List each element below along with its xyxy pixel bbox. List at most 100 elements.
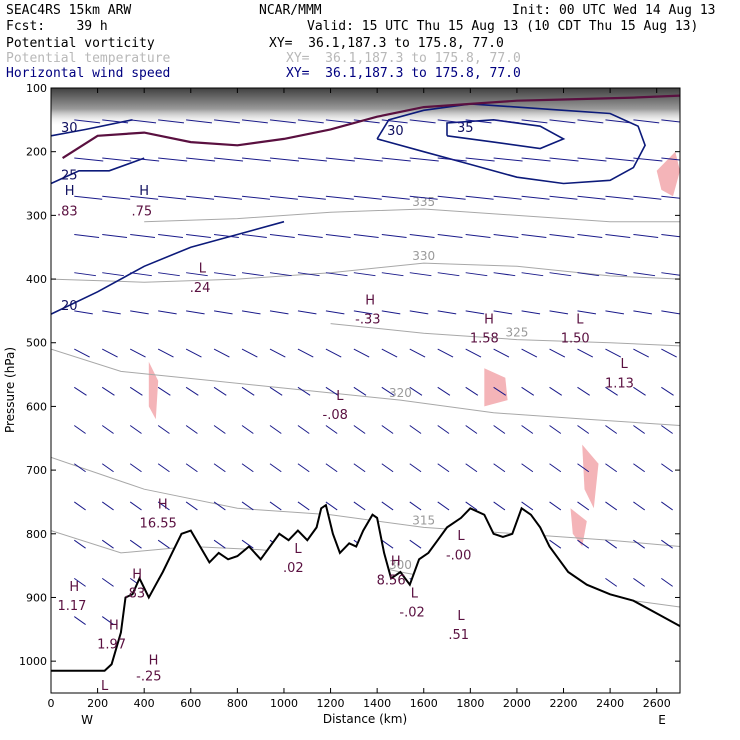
pv-fill-region	[148, 361, 159, 420]
y-tick-label: 200	[26, 146, 47, 159]
wind-vector	[633, 425, 645, 434]
wind-vector	[605, 195, 634, 200]
terrain-mask	[51, 505, 680, 693]
wind-vector	[577, 425, 590, 434]
x-tick-label: 2400	[596, 697, 624, 710]
wind-vector	[157, 539, 170, 549]
wind-vector	[325, 463, 338, 473]
wind-vector	[661, 272, 680, 276]
field2-name: Potential temperature	[6, 51, 171, 66]
wind-vector	[409, 272, 432, 277]
wind-vector	[74, 463, 86, 473]
wind-vector	[130, 272, 152, 277]
wind-vector	[157, 386, 171, 396]
wind-vector	[269, 425, 282, 434]
wind-vector	[214, 272, 236, 277]
wind-vector	[549, 348, 566, 358]
wind-vector	[465, 195, 494, 200]
wind-vector	[605, 157, 635, 162]
endpoint-west: W	[81, 713, 93, 727]
wind-vector	[605, 463, 618, 473]
wind-vector	[269, 310, 289, 315]
wind-vector	[549, 425, 562, 434]
wind-vector	[102, 119, 129, 124]
x-tick-label: 2200	[550, 697, 578, 710]
wind-vector	[158, 119, 185, 124]
wind-vector	[493, 386, 507, 396]
pv-fill-region	[570, 508, 587, 547]
wind-vector	[409, 195, 438, 200]
terrain-line	[51, 503, 680, 672]
wind-vector	[74, 501, 86, 511]
y-tick-label: 800	[26, 528, 47, 541]
pv-fill-region	[484, 368, 508, 407]
wind-vector	[521, 272, 544, 277]
wind-vector	[549, 310, 569, 315]
wind-vector	[353, 310, 373, 315]
wind-vector	[213, 310, 233, 315]
wind-vector	[297, 348, 314, 358]
wind-vector	[186, 157, 216, 162]
x-tick-label: 0	[48, 697, 55, 710]
wind-vector	[129, 463, 142, 473]
wind-vector	[661, 195, 680, 199]
wind-vector	[101, 501, 114, 511]
wind-vector	[577, 195, 606, 200]
wind-vector	[102, 310, 121, 315]
wind-vector	[521, 119, 548, 124]
theta-contour	[51, 348, 680, 426]
wind-vector	[633, 195, 662, 200]
wind-vector	[269, 195, 298, 200]
wind-vector	[158, 272, 180, 277]
field-label: -.00	[446, 548, 471, 563]
wind-vector	[325, 348, 342, 358]
field-label: 8.56	[377, 574, 406, 589]
field-label: .02	[283, 561, 304, 576]
field-label: H	[132, 567, 142, 582]
field-label: L	[457, 609, 465, 624]
wind-vector	[353, 425, 366, 434]
x-tick-label: 2600	[643, 697, 671, 710]
wind-vector	[521, 233, 547, 238]
wind-vector	[633, 119, 660, 124]
wind-vector	[325, 157, 355, 162]
field-label: 16.55	[140, 516, 177, 531]
wind-vector	[437, 310, 457, 315]
wind-vector	[633, 233, 659, 238]
wind-vector	[549, 501, 562, 511]
wind-vector	[381, 348, 398, 358]
wind-vector	[213, 463, 226, 473]
wind-vector	[185, 386, 199, 396]
wind-vector	[353, 348, 370, 358]
wind-vector	[521, 425, 534, 434]
wind-vector	[549, 157, 579, 162]
theta-contour-label: 300	[389, 558, 412, 572]
wind-vector	[493, 119, 520, 124]
field-label: L	[457, 529, 465, 544]
field3-name: Horizontal wind speed	[6, 66, 171, 81]
wind-speed-contour	[376, 103, 646, 185]
x-tick-label: 1400	[363, 697, 391, 710]
wind-vector	[130, 119, 157, 124]
wind-vector	[437, 463, 450, 473]
wind-vector	[74, 157, 104, 162]
wind-vector	[661, 577, 673, 587]
field-label: L	[101, 679, 109, 694]
theta-contour-label: 315	[412, 513, 435, 527]
wind-vector	[521, 310, 541, 315]
wind-vector	[549, 539, 562, 549]
wind-vector	[381, 463, 394, 473]
wind-vector	[241, 157, 272, 162]
wind-vector	[74, 539, 86, 549]
y-tick-label: 700	[26, 464, 47, 477]
wind-vector	[157, 425, 170, 434]
wind-vector	[214, 119, 240, 124]
wind-vector	[577, 463, 590, 473]
x-tick-label: 1200	[317, 697, 345, 710]
wind-speed-contour	[51, 119, 133, 137]
wind-vector	[381, 233, 407, 238]
wind-vector	[269, 463, 282, 473]
wind-vector	[437, 157, 467, 162]
wind-vector	[74, 233, 100, 238]
field-label: L	[576, 313, 584, 328]
